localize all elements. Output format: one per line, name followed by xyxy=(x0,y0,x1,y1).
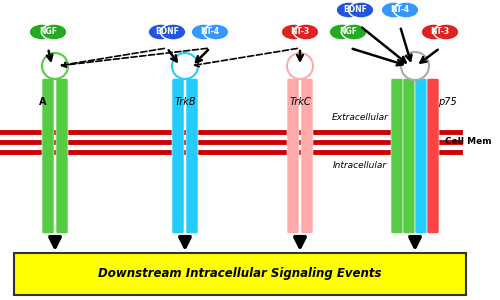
Ellipse shape xyxy=(342,24,367,40)
Text: BDNF: BDNF xyxy=(343,5,367,14)
Circle shape xyxy=(42,53,68,79)
FancyBboxPatch shape xyxy=(403,79,415,233)
Text: A: A xyxy=(39,97,47,107)
Text: Extracellular: Extracellular xyxy=(332,113,388,122)
FancyBboxPatch shape xyxy=(42,79,54,233)
Ellipse shape xyxy=(148,24,174,40)
FancyBboxPatch shape xyxy=(301,79,313,233)
Ellipse shape xyxy=(191,24,216,40)
FancyBboxPatch shape xyxy=(172,79,184,233)
Text: NGF: NGF xyxy=(39,28,57,37)
FancyBboxPatch shape xyxy=(186,79,198,233)
FancyBboxPatch shape xyxy=(391,79,403,233)
Ellipse shape xyxy=(42,24,67,40)
FancyBboxPatch shape xyxy=(56,79,68,233)
Text: Cell Mem: Cell Mem xyxy=(444,137,492,146)
FancyBboxPatch shape xyxy=(427,79,439,233)
Text: NT-3: NT-3 xyxy=(430,28,450,37)
Text: p75: p75 xyxy=(438,97,456,107)
Text: NT-4: NT-4 xyxy=(200,28,220,37)
Ellipse shape xyxy=(281,24,306,40)
Ellipse shape xyxy=(381,2,406,18)
Ellipse shape xyxy=(294,24,319,40)
Text: Intracellular: Intracellular xyxy=(333,160,387,169)
Ellipse shape xyxy=(204,24,229,40)
Text: NT-4: NT-4 xyxy=(390,5,409,14)
Text: NGF: NGF xyxy=(339,28,357,37)
FancyBboxPatch shape xyxy=(287,79,299,233)
FancyBboxPatch shape xyxy=(415,79,427,233)
Circle shape xyxy=(401,52,429,80)
Circle shape xyxy=(172,53,198,79)
Ellipse shape xyxy=(336,2,361,18)
Circle shape xyxy=(287,53,313,79)
Text: TrkC: TrkC xyxy=(289,97,311,107)
Ellipse shape xyxy=(329,24,354,40)
Text: BDNF: BDNF xyxy=(155,28,179,37)
Ellipse shape xyxy=(421,24,446,40)
Text: NT-3: NT-3 xyxy=(290,28,310,37)
FancyBboxPatch shape xyxy=(14,253,466,295)
Ellipse shape xyxy=(160,24,186,40)
Ellipse shape xyxy=(29,24,54,40)
Text: TrkB: TrkB xyxy=(174,97,196,107)
Text: Downstream Intracellular Signaling Events: Downstream Intracellular Signaling Event… xyxy=(98,268,382,281)
Ellipse shape xyxy=(394,2,419,18)
Ellipse shape xyxy=(348,2,374,18)
Ellipse shape xyxy=(434,24,459,40)
